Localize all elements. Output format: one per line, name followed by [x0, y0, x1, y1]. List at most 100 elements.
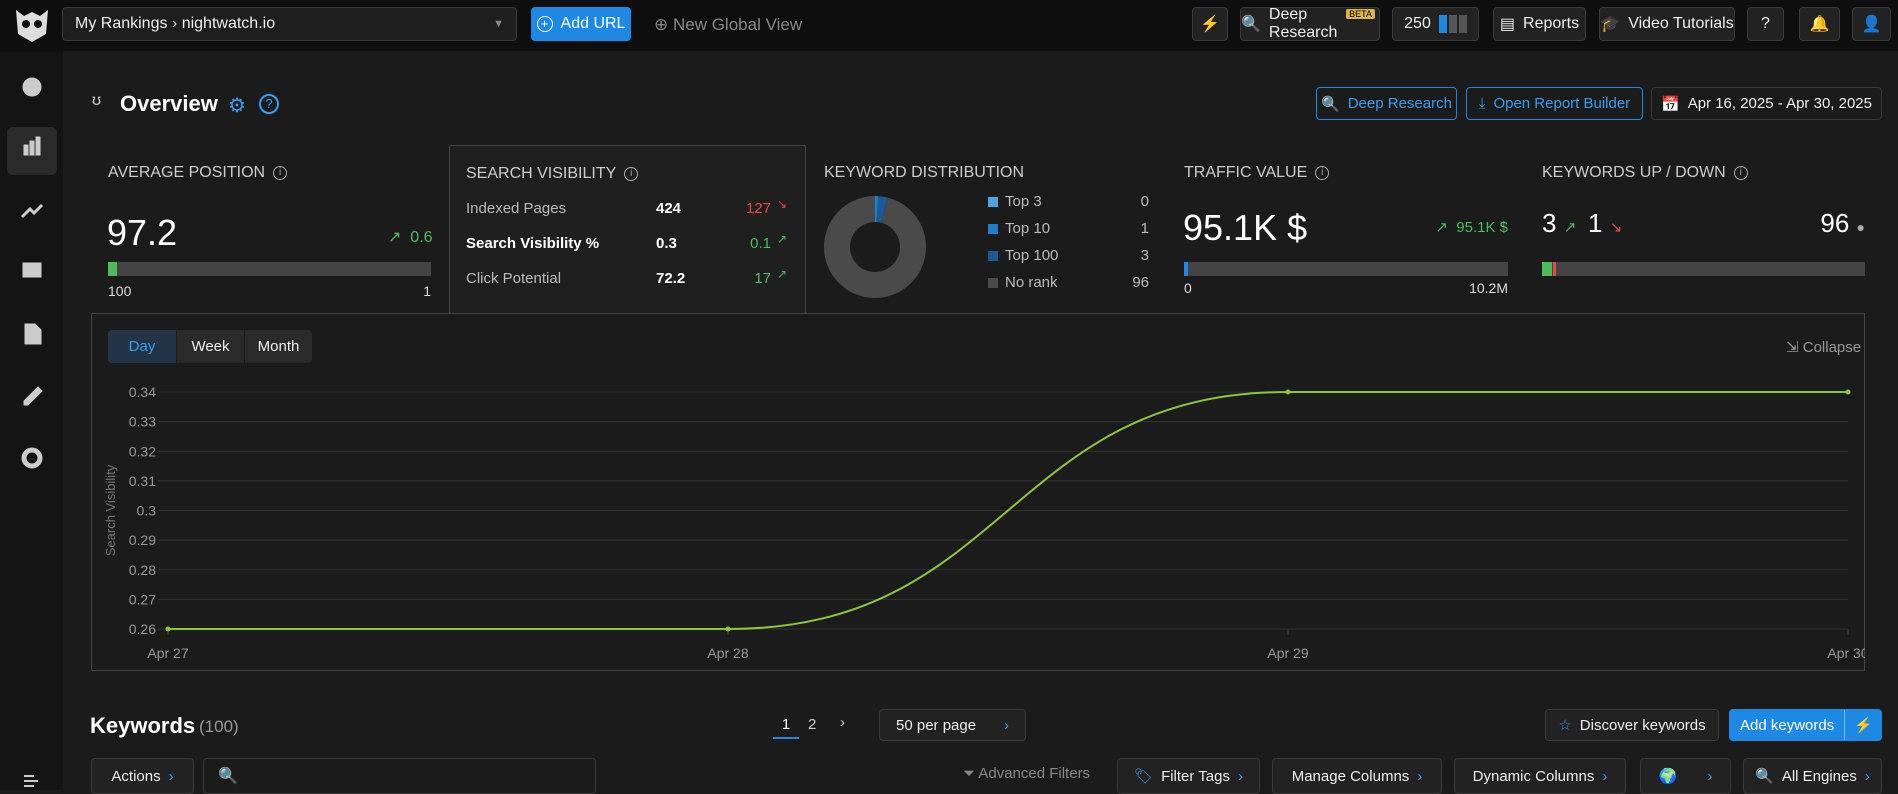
- y-tick-label: 0.29: [129, 532, 156, 548]
- period-tab[interactable]: Day: [108, 330, 176, 363]
- deep-research-button[interactable]: 🔍 Deep Research: [1316, 87, 1457, 120]
- avg-max-label: 1: [423, 283, 431, 299]
- y-tick-label: 0.3: [137, 503, 157, 519]
- manage-columns-button[interactable]: Manage Columns ›: [1272, 758, 1442, 794]
- report-builder-text: Open Report Builder: [1493, 95, 1631, 112]
- tv-change-text: 95.1K $: [1456, 219, 1508, 236]
- location-button[interactable]: 🌍 ›: [1640, 758, 1731, 794]
- kud-unchanged-text: 96: [1820, 208, 1850, 238]
- legend-value: 96: [1132, 274, 1149, 291]
- icon-doc[interactable]: [24, 323, 42, 345]
- kud-up: 3 ↗: [1542, 208, 1577, 238]
- add-keywords-text: Add keywords: [1740, 716, 1835, 734]
- avg-position-change: ↗ 0.6: [388, 229, 433, 246]
- legend-value: 3: [1140, 247, 1149, 264]
- kud-up-text: 3: [1542, 208, 1557, 238]
- discover-button[interactable]: ☆ Discover keywords: [1545, 709, 1719, 741]
- engines-button[interactable]: 🔍 All Engines ›: [1743, 758, 1882, 794]
- help-button[interactable]: ?: [1747, 7, 1784, 41]
- info-icon[interactable]: i: [273, 165, 288, 180]
- tv-change: ↗ 95.1K $: [1435, 219, 1508, 236]
- sv-value: 0.3: [656, 235, 677, 252]
- caret: ▼: [493, 18, 504, 30]
- donut: [824, 196, 926, 298]
- period-tab[interactable]: Month: [244, 330, 312, 363]
- line-chart: 0.26 0.27 0.28 0.29 0.3 0.31 0.32 0.33 0.34 Searc…: [103, 384, 1865, 661]
- x-tick-label: Apr 30: [1827, 645, 1865, 661]
- filter-tags-button[interactable]: 🏷 Filter Tags ›: [1117, 758, 1260, 794]
- info-icon[interactable]: i: [1733, 165, 1748, 180]
- x-tick-label: Apr 27: [147, 645, 188, 661]
- tv-title-text: TRAFFIC VALUE: [1184, 164, 1308, 181]
- tv-min-label: 0: [1184, 280, 1192, 296]
- y-tick-label: 0.26: [129, 621, 156, 637]
- user-button[interactable]: 👤: [1852, 7, 1891, 41]
- credits-text: 250: [1404, 15, 1431, 32]
- icon-pie[interactable]: [22, 77, 42, 97]
- page-next[interactable]: ›: [840, 714, 845, 731]
- period-tabs: Day Week Month: [108, 330, 312, 363]
- point: [725, 626, 731, 632]
- point: [1845, 389, 1851, 395]
- sidebar-icons[interactable]: [0, 51, 63, 790]
- donut-slice: [875, 196, 879, 223]
- per-page[interactable]: 50 per page ›: [879, 709, 1026, 741]
- line-series: [167, 391, 1848, 631]
- x-tick-label: Apr 29: [1267, 645, 1308, 661]
- logo[interactable]: [14, 6, 50, 44]
- breadcrumb-text: My Rankings › nightwatch.io: [75, 15, 276, 32]
- legend-label: Top 3: [1005, 193, 1042, 210]
- credits-meter: [1438, 15, 1467, 33]
- legend-label: Top 100: [1005, 247, 1059, 264]
- kud-down: 1 ↘: [1588, 208, 1623, 238]
- search-input[interactable]: 🔍: [203, 758, 596, 794]
- new-global-view[interactable]: ⊕ New Global View: [654, 15, 803, 34]
- info-icon[interactable]: i: [624, 166, 639, 181]
- sv-arrow: ↗: [777, 267, 788, 281]
- info-icon[interactable]: i: [1315, 165, 1330, 180]
- y-tick-label: 0.27: [129, 591, 156, 607]
- chart-box: [91, 313, 1865, 671]
- legend-label: No rank: [1005, 274, 1058, 291]
- advanced-filters[interactable]: ⏷ Advanced Filters: [963, 765, 1091, 782]
- icon-bars[interactable]: [23, 136, 41, 156]
- sv-label: Search Visibility %: [466, 235, 600, 252]
- video-tutorials-button[interactable]: 🎓 Video Tutorials: [1599, 7, 1735, 41]
- icon-pen[interactable]: [23, 386, 43, 406]
- page-2[interactable]: 2: [808, 716, 817, 733]
- actions-button[interactable]: Actions ›: [91, 758, 194, 794]
- credits[interactable]: 250: [1392, 7, 1479, 41]
- engines-text: All Engines: [1781, 767, 1857, 785]
- tv-bar: [1184, 262, 1508, 276]
- help-icon[interactable]: ?: [259, 94, 279, 114]
- lightning-button[interactable]: ⚡: [1192, 7, 1228, 41]
- report-builder-button[interactable]: ⤓ Open Report Builder: [1466, 87, 1643, 120]
- add-url-button[interactable]: + Add URL: [531, 7, 631, 41]
- discover-text: Discover keywords: [1579, 716, 1706, 734]
- point: [165, 626, 171, 632]
- avg-position-title-text: AVERAGE POSITION: [108, 164, 266, 181]
- period-tab[interactable]: Week: [176, 330, 244, 363]
- beta-badge: BETA: [1346, 9, 1375, 19]
- page-1[interactable]: 1: [773, 716, 799, 739]
- y-tick-label: 0.31: [129, 473, 156, 489]
- icon-board[interactable]: [22, 262, 42, 278]
- settings-icon[interactable]: ⚙: [228, 95, 246, 117]
- notifications-button[interactable]: 🔔: [1799, 7, 1840, 41]
- add-keywords-button[interactable]: Add keywords ⚡: [1729, 709, 1882, 741]
- kud-unchanged: 96 ●: [1820, 208, 1865, 238]
- icon-trend[interactable]: [20, 203, 44, 219]
- reports-button[interactable]: ▤ Reports: [1493, 7, 1586, 41]
- breadcrumb[interactable]: My Rankings › nightwatch.io ▼: [62, 7, 517, 41]
- icon-gear[interactable]: [21, 447, 43, 469]
- date-range-button[interactable]: 📅 Apr 16, 2025 - Apr 30, 2025: [1651, 87, 1882, 120]
- kud-down-text: 1: [1588, 208, 1603, 238]
- icon-expand[interactable]: [24, 775, 38, 787]
- collapse-button[interactable]: ⇲ Collapse: [1786, 339, 1862, 356]
- legend-swatch: [988, 278, 998, 288]
- avg-position-bar: [108, 262, 431, 276]
- dynamic-columns-button[interactable]: Dynamic Columns ›: [1454, 758, 1626, 794]
- y-tick-label: 0.32: [129, 443, 156, 459]
- deep-research-top[interactable]: 🔍 Deep Research BETA: [1240, 6, 1380, 41]
